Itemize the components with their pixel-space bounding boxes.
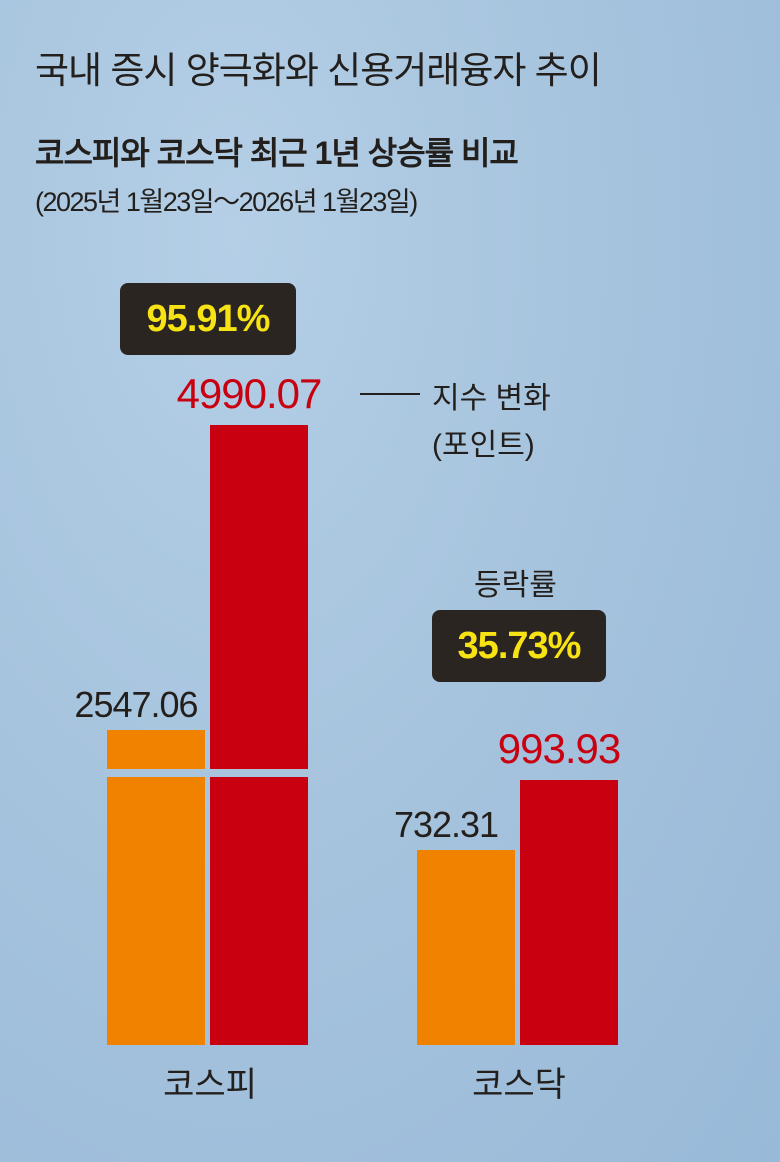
rate-label: 등락률 [474,569,557,602]
bar-kospi-start [107,729,205,1045]
bar-kospi-end [210,424,308,1045]
legend-unit: (포인트) [432,429,535,462]
axis-break [104,769,314,777]
kospi-rate-badge: 95.91% [120,283,296,355]
data-label-kospi-end: 4990.07 [176,369,323,417]
chart-title: 국내 증시 양극화와 신용거래융자 추이 [35,50,602,91]
legend-label: 지수 변화 [432,382,551,415]
chart-subtitle: 코스피와 코스닥 최근 1년 상승률 비교 [35,135,519,171]
category-label-kosdaq: 코스닥 [472,1066,566,1104]
bar-kosdaq-end [520,780,618,1045]
category-label-kospi: 코스피 [163,1066,257,1104]
data-label-kosdaq-start: 732.31 [393,803,499,845]
bar-kosdaq-start [417,849,515,1045]
data-label-kospi-start: 2547.06 [74,683,198,725]
legend-leader-line [360,393,420,395]
period-label: (2025년 1월23일～2026년 1월23일) [35,187,418,217]
kosdaq-rate-badge: 35.73% [432,610,606,682]
data-label-kosdaq-end: 993.93 [497,725,621,773]
